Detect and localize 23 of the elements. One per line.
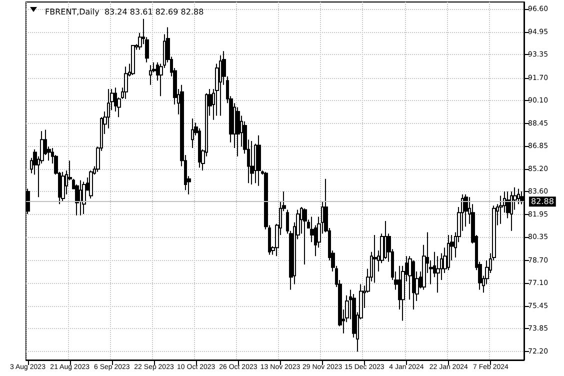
candlestick: [499, 195, 503, 224]
candlestick: [436, 256, 440, 294]
candlestick: [447, 234, 450, 271]
candlestick: [373, 234, 377, 284]
candlestick: [61, 171, 65, 202]
candlestick: [257, 134, 261, 186]
candlestick: [82, 181, 86, 214]
candlestick: [89, 170, 93, 200]
candlestick: [303, 208, 307, 266]
candlestick: [250, 140, 254, 186]
candlestick: [384, 220, 387, 260]
text: FBRENT,Daily 83.24 83.61 82.69 82.88: [45, 8, 204, 16]
candlestick: [412, 260, 415, 310]
candlestick: [464, 194, 468, 228]
candlestick: [510, 191, 513, 232]
candlestick: [79, 180, 82, 216]
ref-line-label: 82.88: [531, 197, 554, 206]
candlestick: [191, 118, 194, 149]
candlestick: [149, 64, 152, 86]
candlestick: [131, 45, 135, 76]
candlestick: [219, 54, 222, 116]
candlestick: [236, 106, 240, 157]
candlestick: [124, 66, 128, 100]
